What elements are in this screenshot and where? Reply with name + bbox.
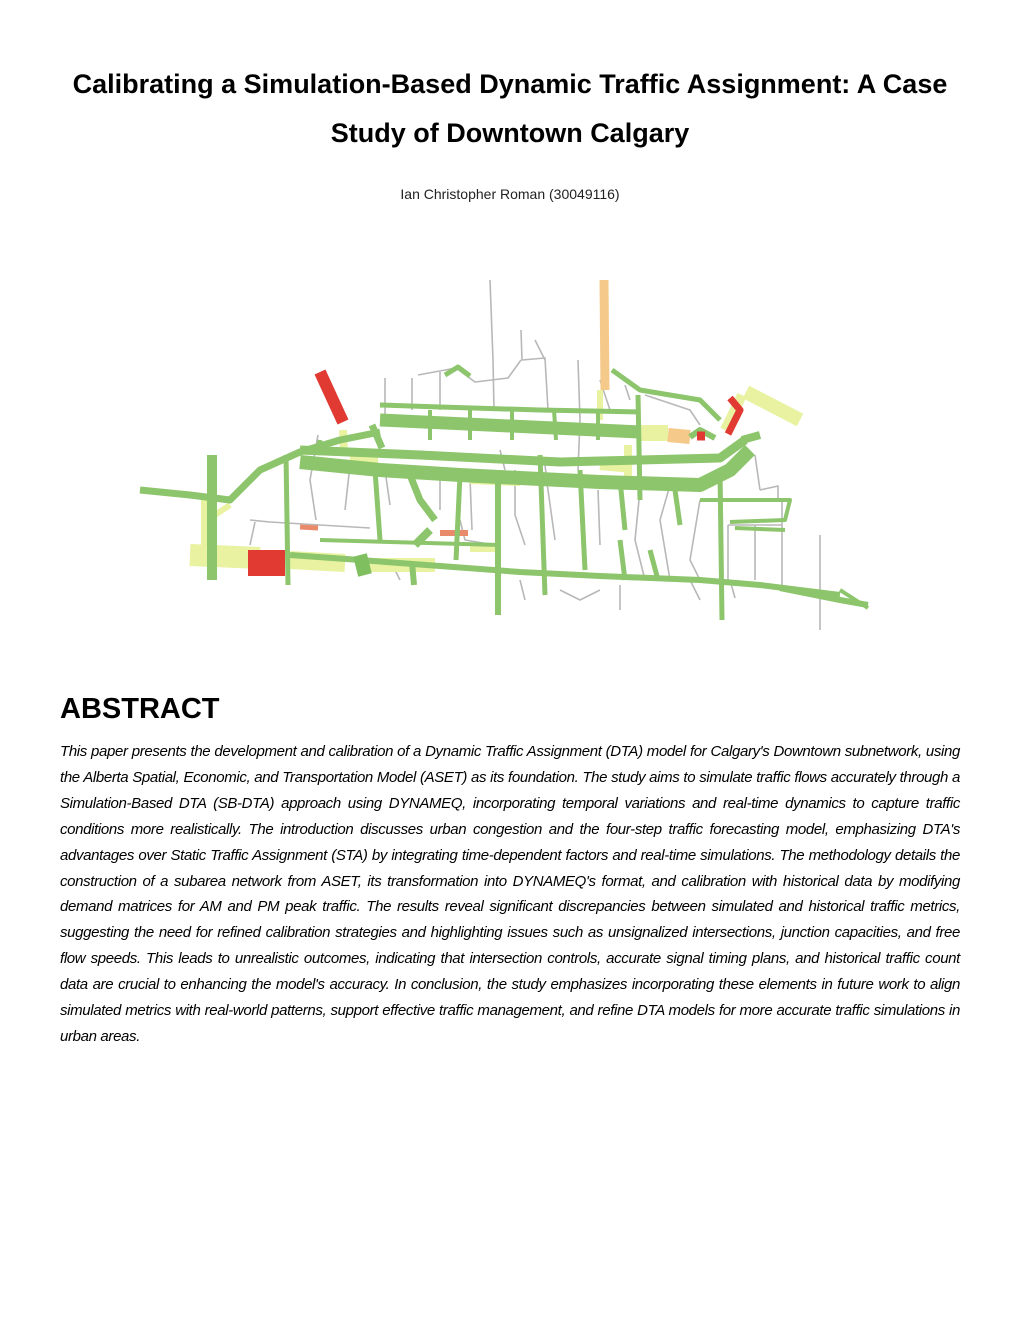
author-line: Ian Christopher Roman (30049116) bbox=[400, 186, 620, 202]
moderate-flow-links bbox=[299, 279, 691, 536]
paper-title: Calibrating a Simulation-Based Dynamic T… bbox=[72, 69, 948, 148]
abstract-body: This paper presents the development and … bbox=[60, 743, 960, 1045]
high-flow-links bbox=[248, 369, 744, 576]
abstract-heading: ABSTRACT bbox=[60, 693, 220, 725]
traffic-network-map bbox=[139, 279, 870, 630]
low-flow-links bbox=[139, 364, 870, 621]
